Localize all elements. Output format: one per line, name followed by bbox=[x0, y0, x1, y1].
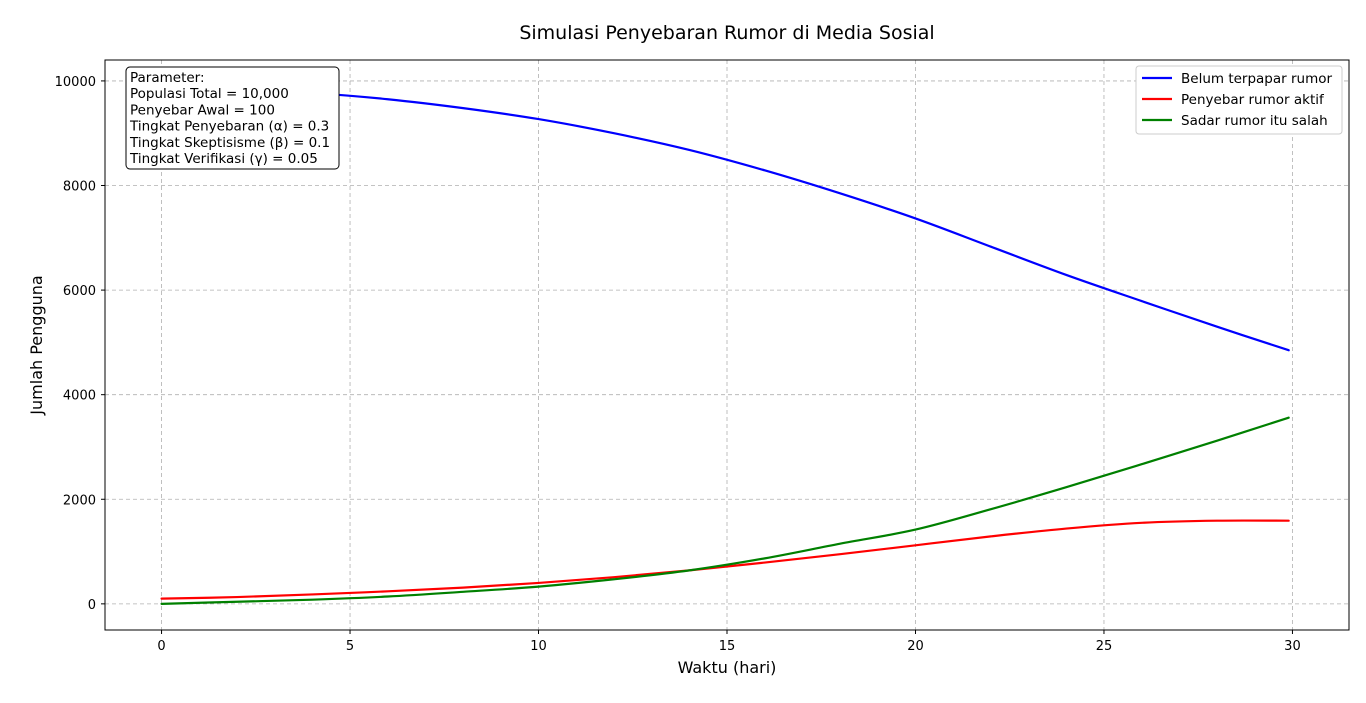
y-axis-title: Jumlah Pengguna bbox=[27, 275, 46, 415]
parameter-line: Tingkat Verifikasi (γ) = 0.05 bbox=[129, 151, 318, 167]
x-tick-label: 20 bbox=[907, 639, 924, 654]
legend-label: Belum terpapar rumor bbox=[1181, 71, 1333, 87]
legend-frame bbox=[1135, 65, 1343, 135]
y-tick-label: 0 bbox=[88, 598, 96, 613]
parameter-line: Tingkat Penyebaran (α) = 0.3 bbox=[129, 119, 329, 135]
y-tick-label: 6000 bbox=[63, 284, 96, 299]
x-tick-label: 10 bbox=[530, 639, 547, 654]
parameter-line: Parameter: bbox=[130, 70, 205, 86]
parameter-line: Tingkat Skeptisisme (β) = 0.1 bbox=[129, 135, 330, 151]
legend-label: Sadar rumor itu salah bbox=[1181, 113, 1328, 129]
x-tick-label: 30 bbox=[1284, 639, 1301, 654]
y-tick-label: 10000 bbox=[55, 75, 96, 90]
parameter-line: Populasi Total = 10,000 bbox=[130, 86, 289, 102]
x-tick-label: 0 bbox=[157, 639, 165, 654]
series-line-1 bbox=[160, 85, 1290, 352]
axis-ticks: 0 5 10 15 20 25 30 0 2000 4000 6000 8000 10000 bbox=[55, 75, 1301, 654]
x-tick-label: 25 bbox=[1096, 639, 1113, 654]
x-tick-label: 5 bbox=[346, 639, 354, 654]
legend-label: Penyebar rumor aktif bbox=[1181, 92, 1325, 108]
series-lines bbox=[160, 85, 1290, 605]
parameter-line: Penyebar Awal = 100 bbox=[130, 102, 275, 118]
y-tick-label: 8000 bbox=[63, 180, 96, 195]
series-line-3 bbox=[160, 416, 1290, 605]
y-tick-label: 2000 bbox=[63, 493, 96, 508]
y-tick-label: 4000 bbox=[63, 389, 96, 404]
chart-title: Simulasi Penyebaran Rumor di Media Sosia… bbox=[519, 22, 934, 44]
parameter-box-frame bbox=[125, 66, 340, 170]
parameter-box: Parameter:Populasi Total = 10,000Penyeba… bbox=[125, 66, 340, 170]
series-line-2 bbox=[160, 519, 1290, 600]
x-axis-title: Waktu (hari) bbox=[678, 658, 777, 677]
x-tick-label: 15 bbox=[719, 639, 736, 654]
legend: Belum terpapar rumor Penyebar rumor aktif… bbox=[1135, 65, 1343, 135]
